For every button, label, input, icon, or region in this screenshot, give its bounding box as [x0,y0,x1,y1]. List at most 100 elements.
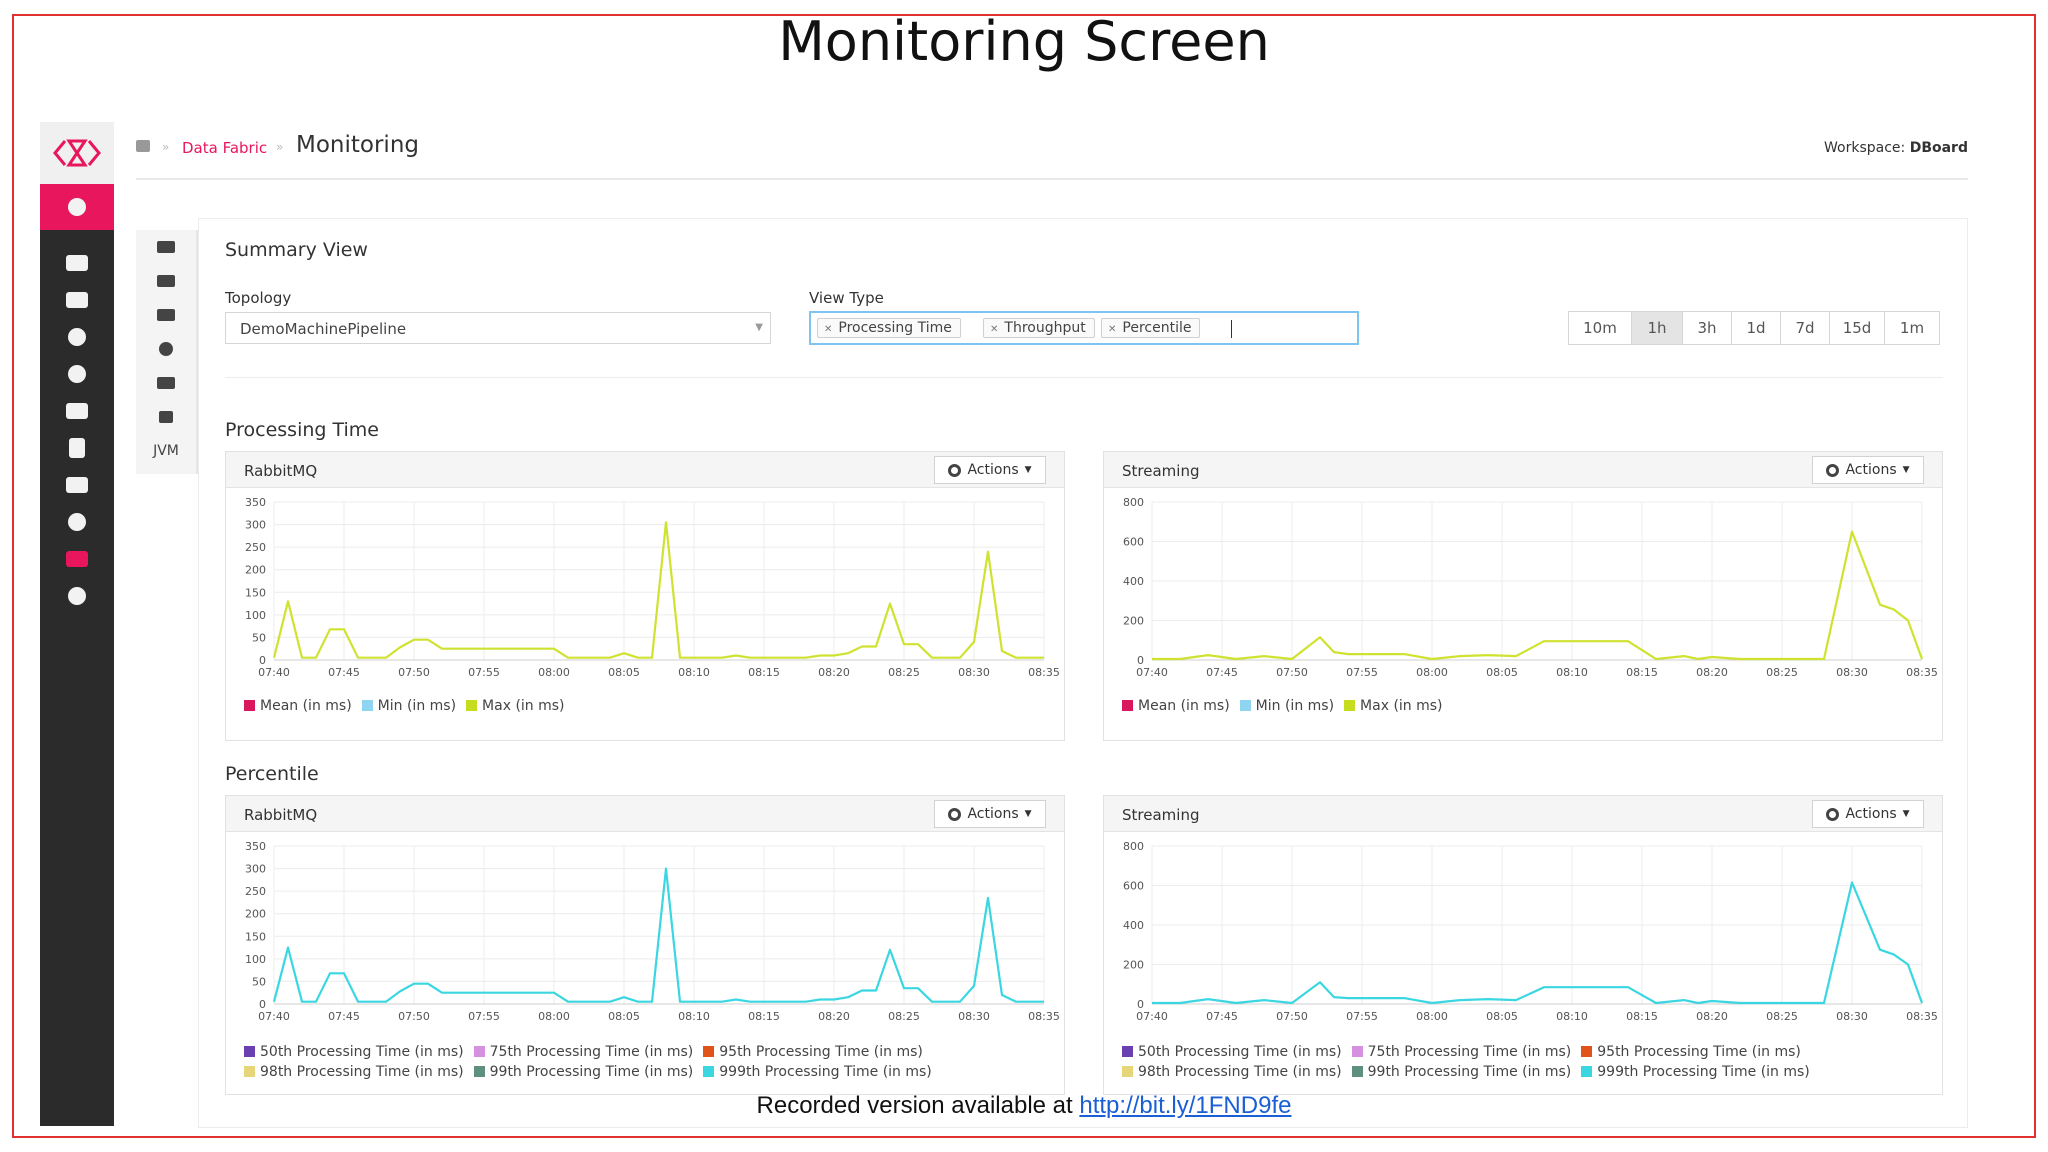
x-tick-label: 08:15 [1626,666,1658,679]
remove-tag-icon[interactable]: ✕ [1108,324,1117,335]
remove-tag-icon[interactable]: ✕ [824,324,833,335]
range-1m-button[interactable]: 1m [1884,311,1940,345]
actions-button[interactable]: Actions ▼ [934,800,1046,828]
legend-item[interactable]: 50th Processing Time (in ms) [244,1042,464,1062]
x-tick-label: 08:25 [1766,666,1798,679]
legend-label: 75th Processing Time (in ms) [1367,1044,1572,1060]
legend-item[interactable]: 98th Processing Time (in ms) [244,1062,464,1082]
app-logo[interactable] [40,122,114,184]
legend-label: Min (in ms) [1255,698,1335,714]
range-1d-button[interactable]: 1d [1731,311,1781,345]
legend-item[interactable]: Max (in ms) [1344,698,1443,714]
card-title: RabbitMQ [244,462,318,480]
sidebar-item-user[interactable] [40,184,114,230]
bell-icon [68,364,86,383]
legend-item[interactable]: 99th Processing Time (in ms) [1351,1062,1571,1082]
legend-item[interactable]: 999th Processing Time (in ms) [1581,1062,1810,1082]
view-type-tag-label: Throughput [1004,320,1086,336]
sidebar-item-alerts[interactable] [40,355,114,392]
x-tick-label: 07:45 [328,1010,360,1023]
chart-card-streaming-percentile: Streaming Actions ▼ 0 200 400 600 800 07:40 07:… [1103,795,1943,1095]
legend-item[interactable]: 75th Processing Time (in ms) [1351,1042,1572,1062]
legend-item[interactable]: 999th Processing Time (in ms) [703,1062,932,1082]
range-3h-button[interactable]: 3h [1682,311,1732,345]
view-type-label: View Type [809,289,884,307]
legend-item[interactable]: 98th Processing Time (in ms) [1122,1062,1342,1082]
range-1h-button[interactable]: 1h [1631,311,1683,345]
sidebar-item-monitoring[interactable] [40,540,114,577]
y-tick-label: 350 [245,496,266,509]
subnav-item-bar-chart[interactable] [136,400,196,434]
slide-title: Monitoring Screen [778,10,1270,73]
legend-item[interactable]: 95th Processing Time (in ms) [703,1042,923,1062]
subnav-item-gauge[interactable] [136,332,196,366]
sidebar-item-documents[interactable] [40,429,114,466]
actions-label: Actions [967,462,1019,478]
subnav-jvm-label: JVM [153,443,179,459]
sidebar-item-settings[interactable] [40,318,114,355]
dashboard-icon [68,586,86,605]
sidebar-item-chat[interactable] [40,244,114,281]
x-tick-label: 07:50 [398,1010,430,1023]
x-tick-label: 07:50 [1276,1010,1308,1023]
chevron-down-icon: ▼ [1024,809,1032,819]
legend-item[interactable]: 50th Processing Time (in ms) [1122,1042,1342,1062]
gear-icon [948,463,962,477]
legend-item[interactable]: Min (in ms) [361,698,456,714]
range-7d-button[interactable]: 7d [1780,311,1830,345]
legend-item[interactable]: Mean (in ms) [1122,698,1230,714]
legend-item[interactable]: Mean (in ms) [244,698,352,714]
legend-swatch [1122,1046,1133,1057]
sidebar-item-users[interactable] [40,466,114,503]
sidebar-item-cogs[interactable] [40,503,114,540]
legend-item[interactable]: 99th Processing Time (in ms) [473,1062,693,1082]
gear-icon [1826,807,1840,821]
sidebar-item-upload[interactable] [40,392,114,429]
view-type-tag[interactable]: ✕ Percentile [1101,318,1201,338]
legend-item[interactable]: 95th Processing Time (in ms) [1581,1042,1801,1062]
view-type-input[interactable]: ✕ Processing Time ✕ Throughput ✕ Percentile [809,311,1359,345]
home-icon[interactable] [136,140,150,152]
gauge-icon [159,342,173,356]
legend-label: Max (in ms) [482,698,565,714]
subnav-item-list[interactable] [136,230,196,264]
page-title: Monitoring [296,132,419,158]
view-type-tag[interactable]: ✕ Throughput [983,318,1095,338]
x-tick-label: 07:45 [1206,666,1238,679]
remove-tag-icon[interactable]: ✕ [990,324,999,335]
main-sidebar [40,122,114,1126]
workspace-indicator[interactable]: Workspace: DBoard [1824,140,1968,156]
subnav-item-topology[interactable] [136,264,196,298]
chevron-down-icon: ▼ [755,322,763,333]
range-15d-button[interactable]: 15d [1829,311,1885,345]
x-tick-label: 08:35 [1906,1010,1938,1023]
subnav-item-card[interactable] [136,298,196,332]
view-type-tag[interactable]: ✕ Processing Time [817,318,961,338]
legend-item[interactable]: Max (in ms) [466,698,565,714]
sidebar-item-mail[interactable] [40,281,114,318]
actions-button[interactable]: Actions ▼ [1812,800,1924,828]
legend-label: 95th Processing Time (in ms) [719,1044,923,1060]
section-percentile: Percentile [225,763,319,785]
x-tick-label: 08:30 [1836,666,1868,679]
breadcrumb-data-fabric[interactable]: Data Fabric [182,139,268,157]
legend-swatch [1351,1066,1363,1077]
y-tick-label: 250 [245,885,266,898]
line-chart: 0 200 400 600 800 07:40 07:45 07:50 07:55 08:00 08… [1123,840,1938,1023]
actions-button[interactable]: Actions ▼ [1812,456,1924,484]
subnav-item-storage[interactable] [136,366,196,400]
legend-swatch [1581,1066,1593,1077]
x-tick-label: 08:10 [1556,666,1588,679]
topology-label: Topology [225,289,292,307]
legend-swatch [1239,700,1251,711]
x-tick-label: 07:40 [258,666,290,679]
legend-item[interactable]: 75th Processing Time (in ms) [473,1042,693,1062]
topology-select[interactable]: DemoMachinePipeline ▼ [225,312,771,344]
legend-item[interactable]: Min (in ms) [1239,698,1335,714]
actions-button[interactable]: Actions ▼ [934,456,1046,484]
sidebar-item-dashboard[interactable] [40,577,114,614]
subnav-item-jvm[interactable]: JVM [136,434,196,468]
recording-link[interactable]: http://bit.ly/1FND9fe [1079,1092,1292,1119]
range-10m-button[interactable]: 10m [1568,311,1632,345]
card-title: RabbitMQ [244,806,318,824]
